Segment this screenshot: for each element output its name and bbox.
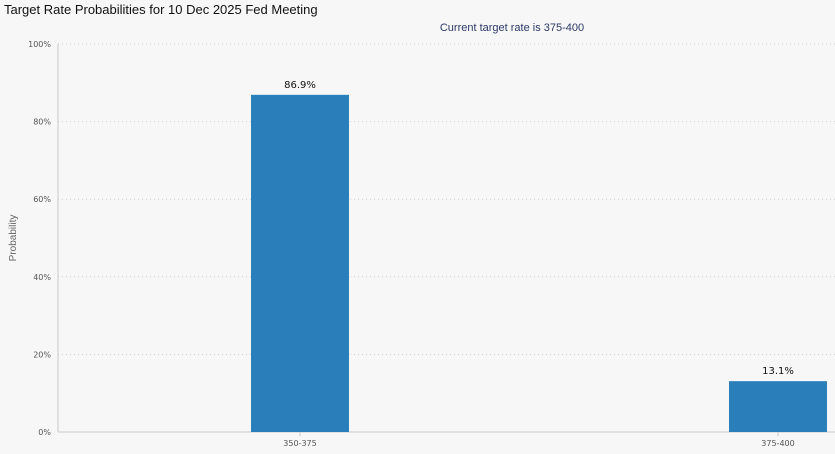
y-tick-label: 20% xyxy=(33,350,51,359)
y-tick-label: 60% xyxy=(33,195,51,204)
x-tick-label: 350-375 xyxy=(283,439,316,448)
chart-subtitle: Current target rate is 375-400 xyxy=(439,22,585,34)
bar-375-400 xyxy=(729,381,827,432)
bars xyxy=(251,94,827,432)
y-tick-label: 0% xyxy=(38,428,51,437)
x-tick-label: 375-400 xyxy=(761,439,794,448)
y-tick-label: 40% xyxy=(33,273,51,282)
y-tick-label: 100% xyxy=(28,40,51,49)
gridlines xyxy=(58,43,835,355)
data-label: 13.1% xyxy=(762,366,794,377)
x-tick-labels: 350-375 375-400 xyxy=(283,432,795,448)
y-tick-label: 80% xyxy=(33,118,51,127)
bar-350-375 xyxy=(251,94,349,432)
y-tick-labels: 0% 20% 40% 60% 80% 100% xyxy=(28,40,51,437)
data-label: 86.9% xyxy=(284,80,316,91)
data-labels: 86.9% 13.1% xyxy=(284,80,794,377)
chart-title: Target Rate Probabilities for 10 Dec 202… xyxy=(4,2,318,17)
y-axis-label: Probability xyxy=(8,215,19,262)
